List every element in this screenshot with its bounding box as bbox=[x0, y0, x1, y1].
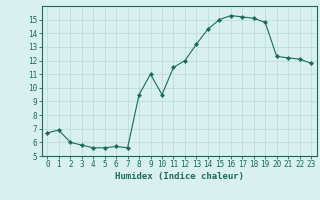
X-axis label: Humidex (Indice chaleur): Humidex (Indice chaleur) bbox=[115, 172, 244, 181]
